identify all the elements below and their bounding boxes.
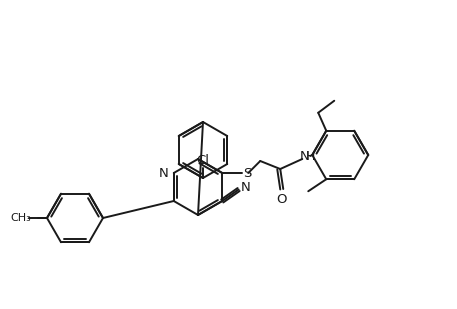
Text: H: H — [306, 150, 315, 163]
Text: N: N — [241, 181, 250, 194]
Text: Cl: Cl — [197, 154, 209, 167]
Text: S: S — [243, 167, 251, 180]
Text: N: N — [299, 150, 309, 163]
Text: N: N — [159, 167, 169, 180]
Text: O: O — [276, 193, 287, 205]
Text: CH₃: CH₃ — [10, 213, 31, 223]
